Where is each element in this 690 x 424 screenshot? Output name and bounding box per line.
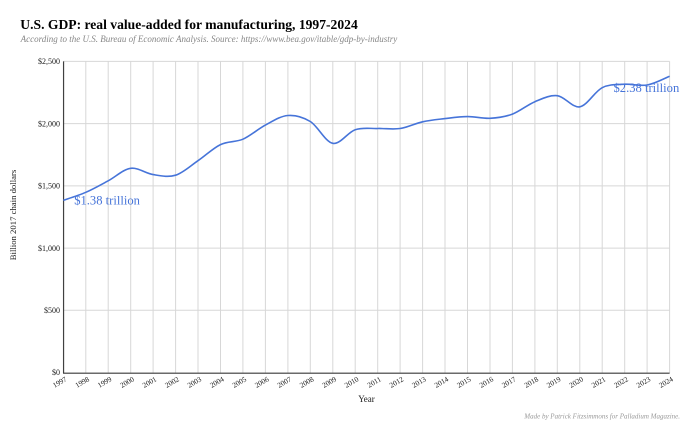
svg-text:$1,500: $1,500 xyxy=(38,182,60,191)
svg-text:$0: $0 xyxy=(52,368,60,377)
svg-text:$2.38 trillion: $2.38 trillion xyxy=(614,81,680,95)
svg-text:$1,000: $1,000 xyxy=(38,244,60,253)
svg-text:$2,500: $2,500 xyxy=(38,57,60,66)
svg-text:According to the U.S. Bureau o: According to the U.S. Bureau of Economic… xyxy=(20,34,398,44)
svg-text:Billion 2017 chain dollars: Billion 2017 chain dollars xyxy=(8,169,18,260)
svg-text:U.S. GDP: real value-added for: U.S. GDP: real value-added for manufactu… xyxy=(20,17,358,32)
svg-text:$2,000: $2,000 xyxy=(38,119,60,128)
svg-text:$1.38 trillion: $1.38 trillion xyxy=(74,193,140,207)
svg-text:Made by Patrick Fitzsimmons fo: Made by Patrick Fitzsimmons for Palladiu… xyxy=(523,412,680,420)
svg-text:$500: $500 xyxy=(44,306,60,315)
svg-text:Year: Year xyxy=(358,394,375,404)
